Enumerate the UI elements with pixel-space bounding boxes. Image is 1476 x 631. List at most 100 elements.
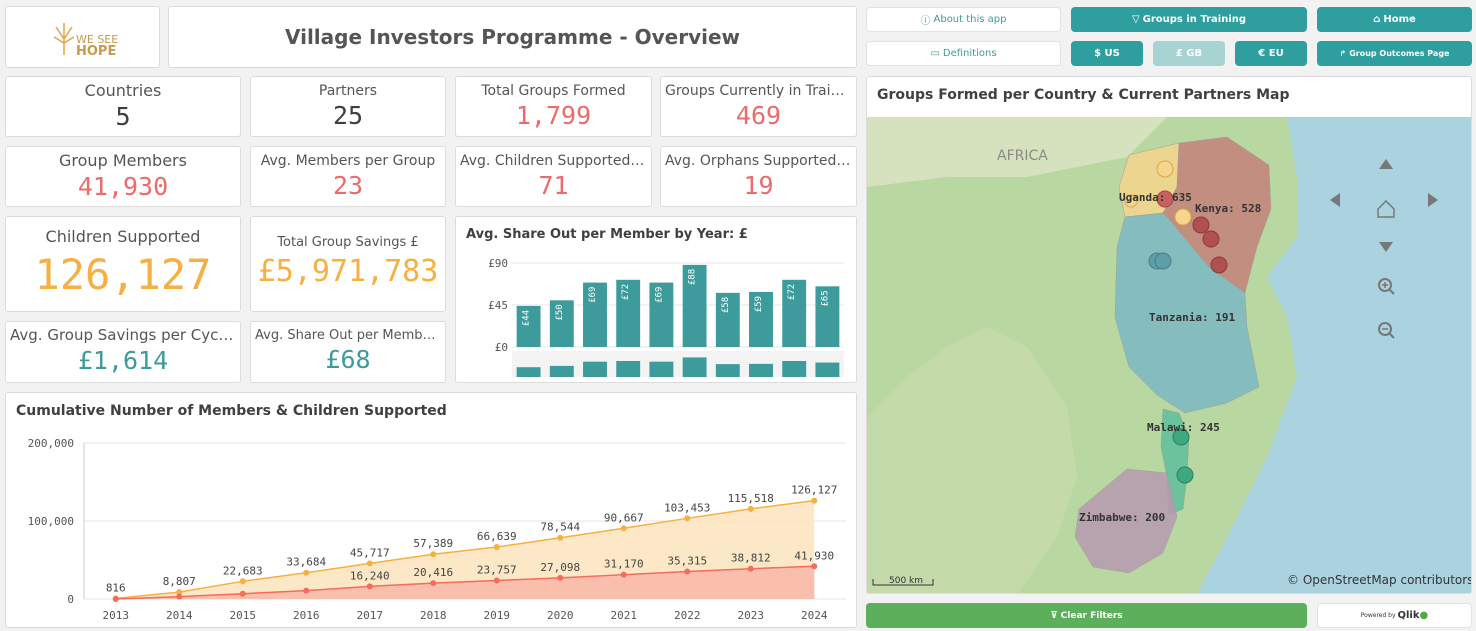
kpi-value: £5,971,783 (257, 254, 439, 289)
area-point (176, 593, 183, 600)
kpi-avg-orphans[interactable]: Avg. Orphans Supported per ... 19 (660, 146, 857, 207)
zoom-in-icon[interactable] (1378, 278, 1392, 292)
kpi-total-savings[interactable]: Total Group Savings £ £5,971,783 (250, 216, 446, 312)
currency-usd-button[interactable]: $ US (1071, 41, 1143, 66)
bar-mini (583, 361, 607, 377)
country-label-tanzania: Tanzania: 191 (1149, 311, 1235, 324)
area-point (366, 560, 373, 567)
area-point (747, 565, 754, 572)
logo-line1: WE SEE (76, 33, 118, 46)
area-y-tick: 0 (67, 593, 74, 606)
qlik-badge[interactable]: Powered by Qlik ● (1317, 603, 1472, 628)
area-point (620, 525, 627, 532)
bar (815, 286, 840, 347)
area-point (557, 574, 564, 581)
area-x-tick: 2018 (420, 609, 447, 622)
share-arrow-icon: ↱ (1339, 49, 1347, 58)
svg-text:500 km: 500 km (889, 576, 923, 586)
area-point (747, 505, 754, 512)
bar (649, 282, 674, 347)
home-label: Home (1383, 14, 1416, 25)
share-out-chart-title: Avg. Share Out per Member by Year: £ (466, 227, 748, 242)
bar-mini (782, 361, 807, 377)
map-nav-controls[interactable] (1330, 159, 1438, 339)
pan-right-icon[interactable] (1428, 193, 1438, 207)
book-icon: ▭ (930, 48, 940, 59)
bar-label: £69 (654, 287, 664, 303)
bar-mini (649, 361, 674, 377)
kpi-countries[interactable]: Countries 5 (5, 76, 241, 137)
about-button[interactable]: ⓘ About this app (866, 7, 1061, 32)
definitions-label: Definitions (942, 48, 997, 59)
area-point (493, 544, 500, 551)
kpi-avg-savings-cycle[interactable]: Avg. Group Savings per Cycle £ £1,614 (5, 321, 241, 383)
area-point (684, 568, 691, 575)
home-view-icon[interactable] (1377, 199, 1395, 218)
bar-mini (815, 362, 840, 377)
kpi-value: 71 (538, 171, 569, 200)
kpi-groups-training[interactable]: Groups Currently in Training 469 (660, 76, 857, 137)
home-button[interactable]: ⌂ Home (1317, 7, 1472, 32)
bar-label: £65 (820, 290, 830, 306)
kpi-avg-share-out[interactable]: Avg. Share Out per Member £ £68 (250, 321, 446, 383)
kpi-partners[interactable]: Partners 25 (250, 76, 446, 137)
area-y-tick: 200,000 (28, 437, 74, 450)
area-point (239, 578, 246, 585)
area-data-label: 57,389 (413, 537, 453, 550)
kpi-total-groups[interactable]: Total Groups Formed 1,799 (455, 76, 652, 137)
partner-markers[interactable] (1124, 160, 1228, 484)
groups-in-training-button[interactable]: ▽ Groups in Training (1071, 7, 1307, 32)
area-data-label: 816 (106, 581, 126, 594)
bar (782, 279, 807, 347)
definitions-button[interactable]: ▭ Definitions (866, 41, 1061, 66)
eur-label: € EU (1258, 48, 1284, 59)
kpi-label: Partners (318, 83, 378, 99)
kpi-avg-children[interactable]: Avg. Children Supported per G... 71 (455, 146, 652, 207)
bar (749, 291, 773, 347)
zoom-out-icon[interactable] (1378, 322, 1392, 336)
pan-left-icon[interactable] (1330, 193, 1340, 207)
page-title: Village Investors Programme - Overview (168, 6, 857, 68)
bar-y-tick: £45 (488, 299, 508, 312)
clear-filters-button[interactable]: ⊽ Clear Filters (866, 603, 1307, 628)
country-label-uganda: Uganda: 635 (1119, 191, 1192, 204)
kpi-children-supported[interactable]: Children Supported 126,127 (5, 216, 241, 312)
map-canvas[interactable]: AFRICA Uganda: 635 Kenya: 528 Tanza (867, 117, 1472, 594)
bar (516, 305, 541, 347)
logo-line2: HOPE (76, 44, 116, 59)
pan-down-icon[interactable] (1379, 242, 1393, 252)
area-data-label: 31,170 (604, 558, 644, 571)
area-data-label: 22,683 (223, 564, 263, 577)
kpi-label: Avg. Children Supported per G... (460, 153, 651, 169)
kpi-group-members[interactable]: Group Members 41,930 (5, 146, 241, 207)
bar-label: £58 (721, 297, 731, 313)
bar-mini (516, 367, 541, 377)
area-data-label: 16,240 (350, 569, 390, 582)
bar-label: £72 (787, 284, 797, 300)
bar-label: £88 (688, 269, 698, 285)
area-point (684, 515, 691, 522)
area-point (176, 589, 183, 596)
map-attribution[interactable]: © OpenStreetMap contributors (1287, 573, 1472, 587)
area-data-label: 20,416 (413, 566, 453, 579)
pan-up-icon[interactable] (1379, 159, 1393, 169)
filter-icon: ▽ (1131, 14, 1140, 25)
currency-eur-button[interactable]: € EU (1235, 41, 1307, 66)
currency-gbp-button[interactable]: £ GB (1153, 41, 1225, 66)
kpi-avg-members[interactable]: Avg. Members per Group 23 (250, 146, 446, 207)
kpi-label: Total Groups Formed (481, 83, 626, 99)
kpi-value: 19 (743, 171, 774, 200)
kpi-value: 5 (115, 102, 131, 131)
bar-label: £72 (621, 284, 631, 300)
area-point (112, 596, 119, 602)
group-outcomes-button[interactable]: ↱ Group Outcomes Page (1317, 41, 1472, 66)
country-zimbabwe[interactable] (1074, 468, 1178, 574)
groups-in-training-label: Groups in Training (1142, 14, 1247, 25)
bar (549, 300, 574, 347)
area-data-label: 78,544 (540, 521, 580, 534)
kpi-value: 1,799 (515, 101, 592, 130)
kpi-value: £1,614 (77, 346, 169, 375)
area-data-label: 103,453 (664, 501, 710, 514)
area-x-tick: 2015 (230, 609, 257, 622)
area-x-tick: 2019 (484, 609, 511, 622)
